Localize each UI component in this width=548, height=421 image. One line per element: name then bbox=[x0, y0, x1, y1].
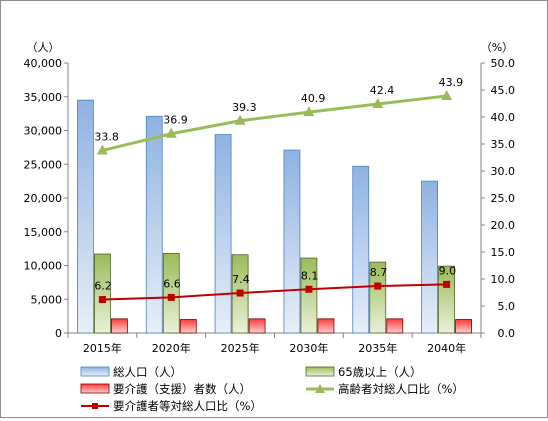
marker-elderly-ratio bbox=[372, 98, 384, 109]
data-label-care-ratio: 9.0 bbox=[439, 264, 457, 277]
legend-swatch-total-population bbox=[80, 366, 110, 377]
data-label-elderly-ratio: 33.8 bbox=[94, 130, 119, 143]
bar-total-population bbox=[352, 165, 370, 334]
marker-elderly-ratio bbox=[303, 106, 315, 117]
right-axis-tick-label: 40.0 bbox=[491, 111, 516, 124]
x-axis-category-label: 2035年 bbox=[358, 341, 397, 355]
marker-elderly-ratio bbox=[234, 114, 246, 125]
bar-65-and-over bbox=[300, 257, 318, 334]
x-axis-category-label: 2015年 bbox=[83, 341, 122, 355]
data-label-elderly-ratio: 43.9 bbox=[439, 76, 464, 89]
bar-65-and-over bbox=[94, 253, 111, 334]
legend-label-care-ratio: 要介護者等対総人口比（%） bbox=[113, 399, 262, 413]
marker-care-ratio bbox=[443, 280, 451, 288]
bar-total-population bbox=[214, 134, 232, 334]
left-axis-tick-label: 30,000 bbox=[24, 125, 63, 138]
right-axis-tick-label: 25.0 bbox=[491, 192, 516, 205]
legend-swatch-65-and-over bbox=[305, 366, 335, 377]
bar-65-and-over bbox=[438, 265, 455, 334]
data-label-elderly-ratio: 42.4 bbox=[370, 84, 395, 97]
legend-marker-care-ratio bbox=[92, 403, 98, 409]
right-axis-tick-label: 50.0 bbox=[491, 57, 516, 70]
x-axis-category-label: 2040年 bbox=[427, 341, 466, 355]
x-axis-category-label: 2030年 bbox=[289, 341, 328, 355]
left-axis-tick-label: 20,000 bbox=[24, 192, 63, 205]
legend-marker-elderly-ratio bbox=[315, 384, 325, 393]
marker-care-ratio bbox=[305, 285, 313, 293]
bar-total-population bbox=[77, 99, 94, 334]
right-axis-tick-label: 5.0 bbox=[498, 300, 516, 313]
data-label-care-ratio: 7.4 bbox=[232, 273, 250, 286]
right-axis-unit: （%） bbox=[481, 41, 513, 54]
legend-label-total-population: 総人口（人） bbox=[113, 365, 182, 379]
data-label-care-ratio: 6.6 bbox=[163, 277, 181, 290]
marker-care-ratio bbox=[236, 289, 244, 297]
bar-65-and-over bbox=[162, 252, 180, 334]
left-axis-tick-label: 15,000 bbox=[24, 226, 63, 239]
legend-label-65-and-over: 65歳以上（人） bbox=[338, 365, 422, 379]
marker-care-ratio bbox=[98, 296, 106, 304]
bar-total-population bbox=[145, 115, 163, 334]
data-label-elderly-ratio: 36.9 bbox=[163, 114, 188, 127]
x-axis-category-label: 2025年 bbox=[221, 341, 260, 355]
marker-elderly-ratio bbox=[165, 127, 177, 138]
x-axis-category-label: 2020年 bbox=[152, 341, 191, 355]
marker-care-ratio bbox=[167, 293, 175, 301]
legend-label-care-recipients: 要介護（支援）者数（人） bbox=[113, 382, 251, 396]
bar-care-recipients bbox=[386, 318, 404, 334]
data-label-elderly-ratio: 39.3 bbox=[232, 101, 256, 114]
bar-care-recipients bbox=[248, 318, 266, 334]
left-axis-tick-label: 0 bbox=[55, 327, 62, 340]
right-axis-tick-label: 0.0 bbox=[498, 327, 516, 340]
marker-care-ratio bbox=[374, 282, 382, 290]
left-axis-tick-label: 5,000 bbox=[31, 293, 63, 306]
data-label-care-ratio: 8.7 bbox=[370, 266, 388, 279]
bar-care-recipients bbox=[111, 318, 128, 334]
left-axis-unit: （人） bbox=[27, 41, 60, 54]
data-label-care-ratio: 8.1 bbox=[301, 269, 319, 282]
bar-65-and-over bbox=[369, 261, 387, 334]
marker-elderly-ratio bbox=[441, 89, 453, 100]
marker-elderly-ratio bbox=[96, 144, 108, 155]
right-axis-tick-label: 35.0 bbox=[491, 138, 516, 151]
bar-total-population bbox=[421, 180, 438, 334]
bar-care-recipients bbox=[455, 319, 472, 334]
left-axis-tick-label: 10,000 bbox=[24, 260, 63, 273]
data-label-care-ratio: 6.2 bbox=[94, 280, 112, 293]
line-elderly-ratio bbox=[102, 94, 447, 152]
right-axis-tick-label: 30.0 bbox=[491, 165, 516, 178]
legend-swatch-care-recipients bbox=[80, 383, 110, 394]
bar-care-recipients bbox=[317, 318, 335, 334]
left-axis-tick-label: 25,000 bbox=[24, 158, 63, 171]
line-care-ratio bbox=[102, 283, 447, 301]
left-axis-tick-label: 40,000 bbox=[24, 57, 63, 70]
right-axis-tick-label: 20.0 bbox=[491, 219, 516, 232]
data-label-elderly-ratio: 40.9 bbox=[301, 92, 326, 105]
bar-total-population bbox=[283, 149, 301, 334]
right-axis-tick-label: 10.0 bbox=[491, 273, 516, 286]
left-axis-tick-label: 35,000 bbox=[24, 91, 63, 104]
right-axis-tick-label: 15.0 bbox=[491, 246, 516, 259]
legend-label-elderly-ratio: 高齢者対総人口比（%） bbox=[338, 382, 464, 396]
right-axis-tick-label: 45.0 bbox=[491, 84, 516, 97]
bar-care-recipients bbox=[179, 319, 197, 334]
